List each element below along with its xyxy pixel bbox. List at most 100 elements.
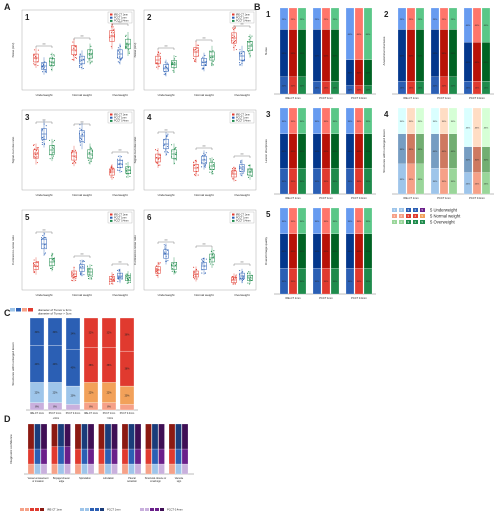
data-point <box>87 270 89 272</box>
box-series-0 <box>70 145 77 167</box>
data-point <box>201 68 203 70</box>
score-swatch <box>392 208 397 212</box>
y-axis-label: Diagnostic confidence <box>9 434 13 464</box>
stacked-bar-segment <box>481 107 491 147</box>
data-point <box>195 276 197 278</box>
data-point <box>51 62 53 64</box>
data-point <box>174 147 176 149</box>
stacked-bar-segment <box>439 107 449 134</box>
stacked-bar-segment <box>64 463 71 475</box>
data-point <box>159 164 161 166</box>
data-point <box>118 51 121 53</box>
legend-swatch <box>16 308 21 312</box>
data-point <box>52 259 54 261</box>
data-point <box>159 262 161 264</box>
data-point <box>212 60 214 63</box>
data-point <box>42 64 44 66</box>
data-point <box>37 262 39 264</box>
x-tick-label: Vacuole <box>175 477 184 480</box>
significance-bracket <box>157 131 175 134</box>
data-point <box>232 278 234 280</box>
stacked-bar-segment <box>87 423 95 450</box>
data-point <box>91 150 93 152</box>
data-label: 20% <box>71 394 77 397</box>
x-tick-label: small sign <box>150 480 161 483</box>
stacked-bar-segment <box>34 463 41 475</box>
significance-label: *** <box>202 37 205 41</box>
data-point <box>241 271 243 273</box>
box-series-0 <box>231 273 237 285</box>
stacked-bar-segment <box>34 423 41 450</box>
significance-bracket <box>73 37 91 40</box>
data-point <box>49 57 51 59</box>
data-point <box>110 279 112 281</box>
data-point <box>202 62 204 64</box>
data-point <box>239 270 241 272</box>
data-point <box>126 171 128 173</box>
stacked-bar-segment <box>87 463 95 475</box>
data-label: 40% <box>315 251 319 253</box>
x-tick-label: Normal weight <box>72 293 91 297</box>
data-point <box>212 169 215 171</box>
data-point <box>42 67 44 69</box>
legend-swatch <box>110 113 113 116</box>
data-point <box>194 278 196 280</box>
subplot-number: 1 <box>25 13 30 22</box>
weight-class-label: 5 Underweight <box>430 208 458 213</box>
data-point <box>204 272 206 274</box>
data-point <box>158 263 160 265</box>
score-label: 4 <box>415 214 417 218</box>
score-label: 5 <box>422 214 424 218</box>
data-point <box>127 44 129 46</box>
data-label: 25% <box>291 19 295 21</box>
data-point <box>195 274 197 276</box>
data-label: 30% <box>282 281 286 283</box>
stacked-bar-segment <box>40 463 48 475</box>
data-point <box>73 47 75 49</box>
data-point <box>163 244 165 246</box>
data-point <box>247 282 249 284</box>
data-point <box>231 167 234 170</box>
data-label: 40% <box>300 151 304 153</box>
data-point <box>126 282 128 284</box>
score-label: 2 <box>401 220 403 224</box>
data-point <box>172 62 174 64</box>
data-point <box>129 281 131 283</box>
data-point <box>231 170 233 172</box>
data-point <box>197 164 199 166</box>
data-point <box>75 279 77 281</box>
x-tick-label: Underweight <box>36 93 53 97</box>
x-tick-label: Overweight <box>234 93 249 97</box>
legend-label: PCCT 0.4mm <box>236 20 250 23</box>
data-point <box>36 261 38 263</box>
data-point <box>204 165 206 167</box>
data-point <box>44 244 46 246</box>
data-point <box>53 55 55 57</box>
stacked-bar-segment <box>134 448 142 465</box>
data-label: 40% <box>484 25 488 27</box>
data-point <box>52 65 54 67</box>
score-label: 4 <box>415 208 417 212</box>
x-tick-label: Overweight <box>234 193 249 197</box>
data-label: 15% <box>315 88 319 90</box>
data-point <box>165 138 167 140</box>
stacked-bar-segment <box>345 7 355 60</box>
legend-label: PCCT 0.4mm <box>114 20 128 23</box>
data-point <box>239 166 241 168</box>
significance-bracket <box>233 263 251 266</box>
significance-label: *** <box>42 119 45 123</box>
data-point <box>71 272 73 274</box>
data-point <box>33 63 35 65</box>
data-point <box>121 171 123 173</box>
stacked-bar-segment <box>363 7 373 60</box>
data-point <box>37 64 39 67</box>
stacked-bar-segment <box>397 107 407 134</box>
data-label: 22% <box>53 392 59 395</box>
score-swatch <box>406 208 411 212</box>
data-point <box>165 67 167 69</box>
data-label: 30% <box>348 181 352 183</box>
subplot-number: 4 <box>147 113 152 122</box>
data-point <box>75 162 77 164</box>
y-axis-label: Signal-to-noise ratio <box>11 136 15 163</box>
stacked-bar-segment <box>81 448 88 465</box>
